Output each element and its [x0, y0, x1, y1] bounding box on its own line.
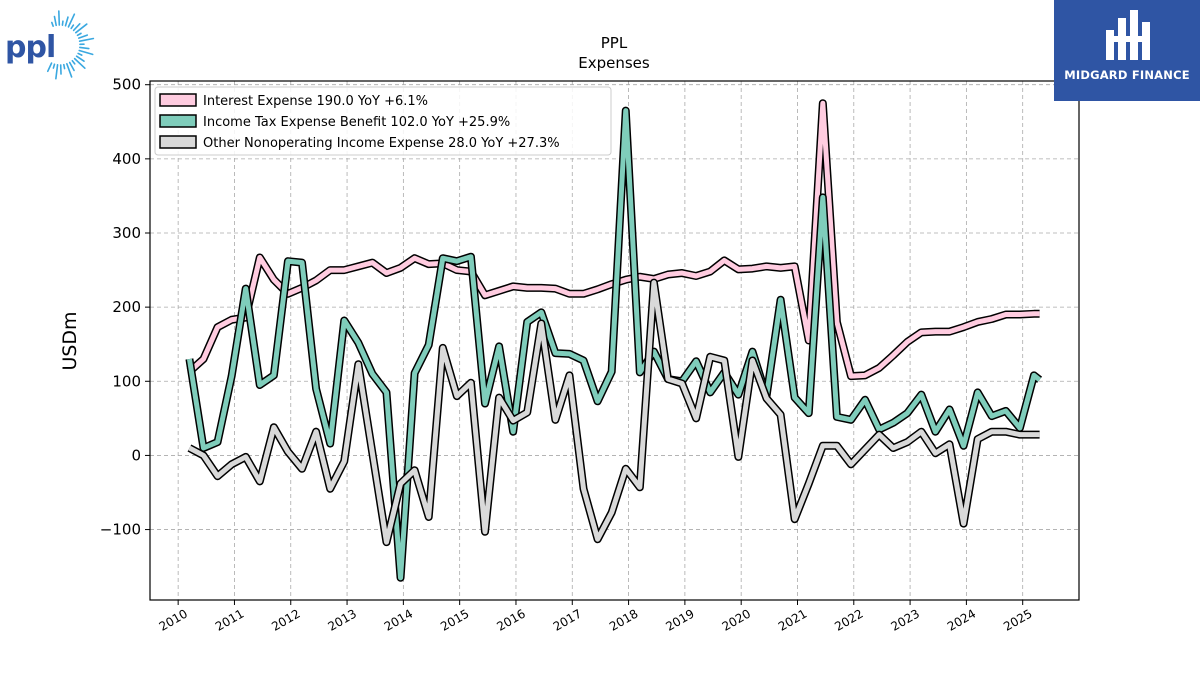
x-ticks: 2010 2011 2012 2013 2014 2015 2016 2017 2018 2019…: [157, 600, 1035, 634]
sunburst-ray: [78, 49, 94, 56]
legend-swatch-3: [159, 135, 197, 149]
sunburst-ray: [53, 15, 57, 27]
series-line-3: [188, 280, 1040, 545]
legend-label-3: Other Nonoperating Income Expense 28.0 Y…: [203, 136, 560, 151]
x-tick-label: 2018: [607, 606, 640, 633]
y-tick-label: 300: [112, 224, 141, 242]
midgard-finance-icon: [1106, 10, 1150, 60]
y-tick-label: 400: [112, 150, 141, 168]
y-tick-label: −100: [100, 521, 141, 539]
sunburst-ray: [77, 34, 89, 39]
x-tick-label: 2015: [438, 606, 471, 633]
x-tick-label: 2024: [945, 606, 978, 633]
sunburst-ray: [64, 16, 69, 27]
y-ticks: −100 0 100 200 300 400 500: [100, 76, 150, 539]
legend-swatch-1: [159, 93, 197, 107]
x-tick-label: 2011: [213, 606, 246, 633]
x-tick-label: 2022: [832, 606, 865, 633]
sunburst-ray: [77, 52, 83, 56]
midgard-finance-logo: MIDGARD FINANCE: [1054, 0, 1200, 101]
sunburst-ray: [63, 63, 66, 70]
x-tick-label: 2014: [382, 606, 415, 633]
series-lines: [185, 99, 1043, 582]
legend-label-1: Interest Expense 190.0 YoY +6.1%: [203, 94, 428, 109]
x-tick-label: 2021: [776, 606, 809, 633]
y-tick-label: 100: [112, 372, 141, 390]
sunburst-ray: [50, 21, 54, 28]
plot-frame: [149, 80, 1080, 601]
chart-title: PPL: [601, 34, 628, 52]
sunburst-ray: [74, 23, 88, 34]
sunburst-ray: [76, 32, 82, 37]
sunburst-ray: [66, 62, 73, 78]
ppl-logo-text: ppl: [5, 30, 56, 65]
sunburst-ray: [79, 46, 90, 50]
ppl-logo: ppl: [0, 0, 100, 80]
x-tick-label: 2020: [720, 606, 753, 633]
sunburst-ray: [73, 57, 86, 69]
y-tick-label: 0: [131, 446, 141, 464]
legend-box: [154, 86, 612, 156]
y-tick-label: 200: [112, 298, 141, 316]
legend-swatch-2: [159, 114, 197, 128]
sunburst-ray: [78, 37, 95, 42]
sunburst-ray: [70, 24, 75, 30]
series-line-2: [186, 108, 1042, 581]
ppl-sunburst-icon: [46, 10, 95, 80]
sunburst-ray: [71, 59, 76, 65]
chart-subtitle: Expenses: [578, 54, 650, 72]
x-tick-label: 2025: [1001, 606, 1034, 633]
legend: Interest Expense 190.0 YoY +6.1% Income T…: [154, 86, 612, 156]
x-tick-label: 2023: [889, 606, 922, 633]
x-tick-label: 2017: [551, 606, 584, 633]
y-tick-label: 500: [112, 76, 141, 94]
x-tick-label: 2013: [325, 606, 358, 633]
x-tick-label: 2016: [494, 606, 527, 633]
sunburst-ray: [52, 63, 56, 69]
sunburst-ray: [68, 61, 75, 72]
x-tick-label: 2012: [269, 606, 302, 633]
legend-label-2: Income Tax Expense Benefit 102.0 YoY +25…: [203, 115, 510, 130]
sunburst-ray: [67, 13, 76, 28]
midgard-finance-logo-text: MIDGARD FINANCE: [1064, 68, 1190, 82]
sunburst-ray: [75, 55, 85, 63]
x-tick-label: 2010: [157, 606, 190, 633]
x-tick-label: 2019: [663, 606, 696, 633]
sunburst-ray: [46, 62, 53, 73]
y-axis-label: USDm: [59, 311, 81, 370]
sunburst-ray: [72, 22, 81, 32]
sunburst-ray: [55, 64, 59, 80]
